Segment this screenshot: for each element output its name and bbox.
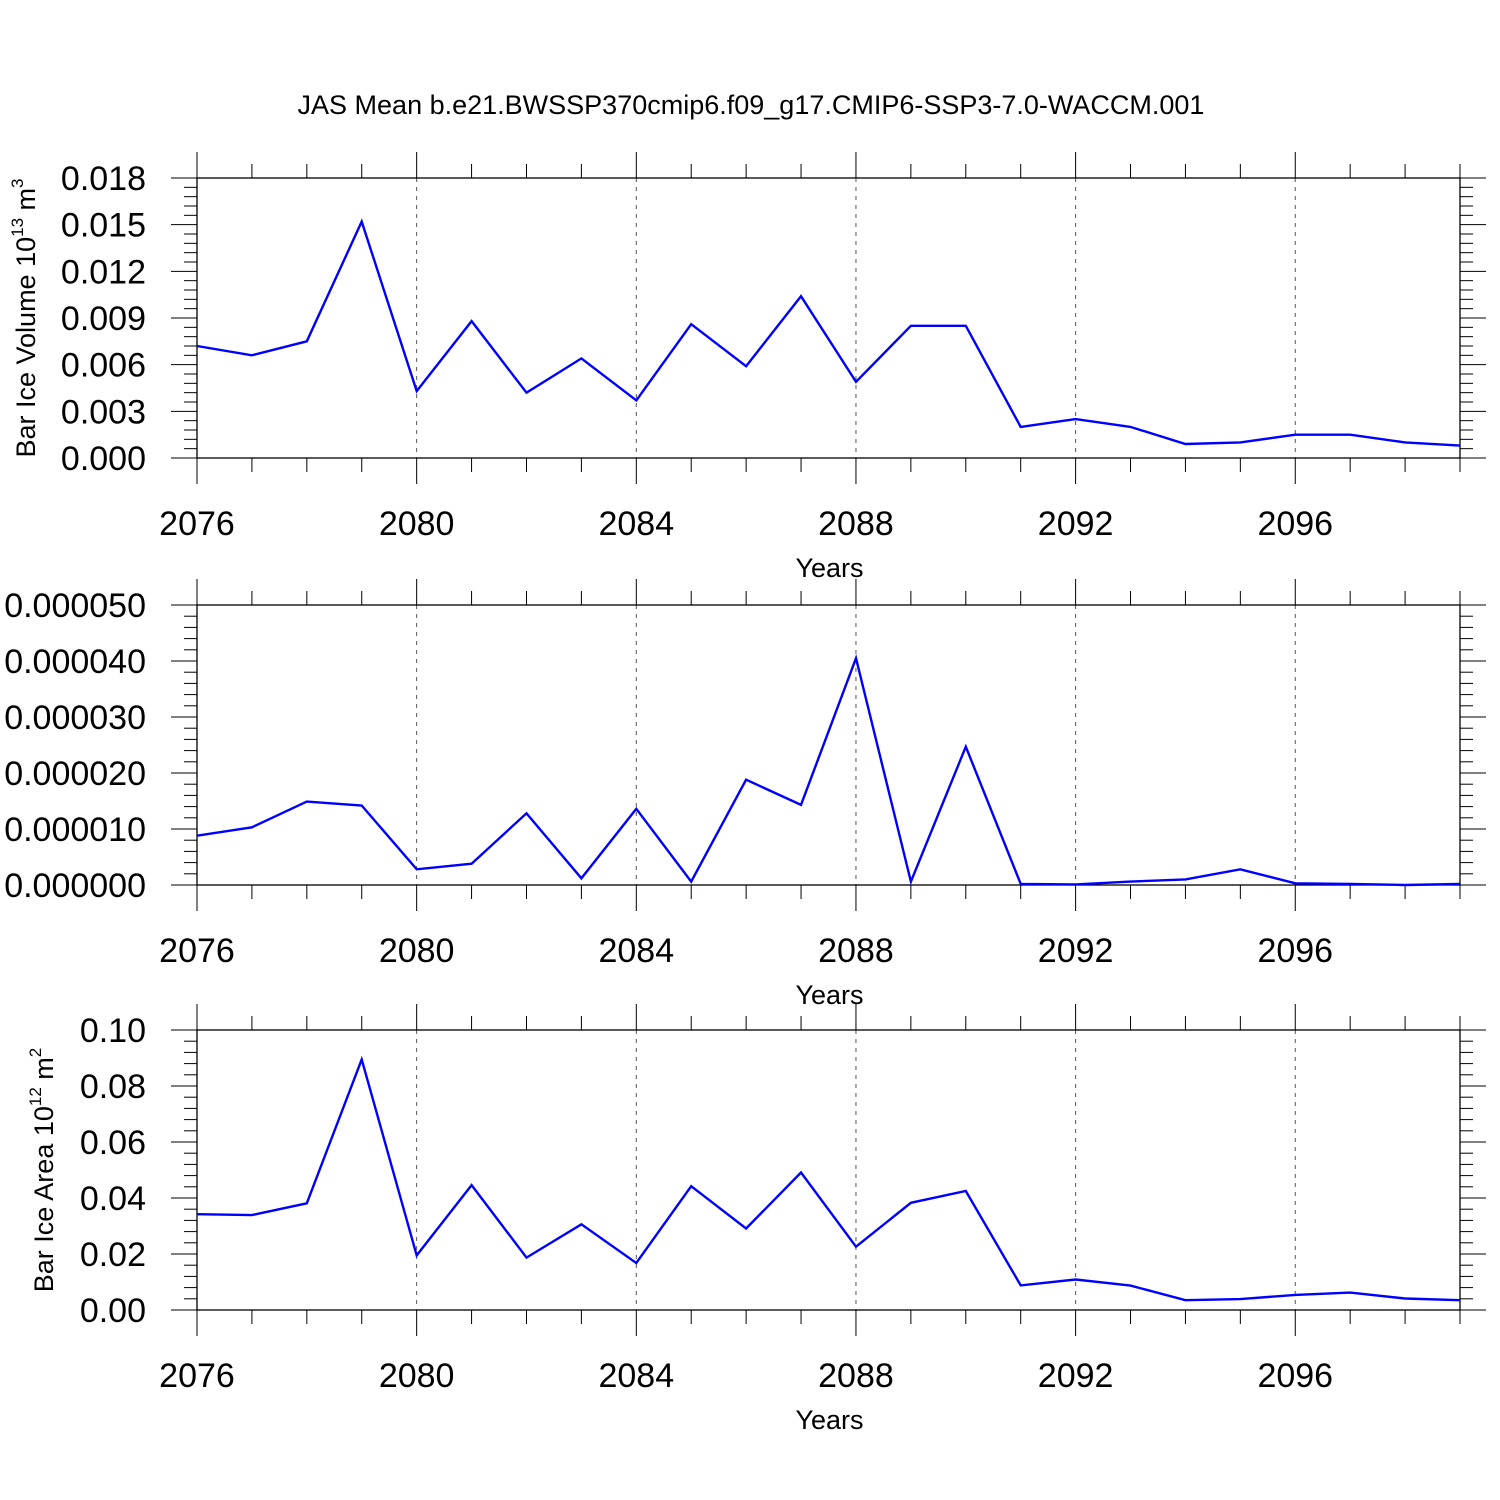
x-tick-label: 2096	[1257, 932, 1333, 970]
series-line	[196, 218, 1461, 447]
y-tick-label: 0.006	[61, 347, 146, 385]
y-tick-label: 0.000010	[4, 811, 146, 849]
y-tick-label: 0.06	[80, 1124, 146, 1162]
y-tick-label: 0.08	[80, 1068, 146, 1106]
y-tick-label: 0.015	[61, 207, 146, 245]
figure-title: JAS Mean b.e21.BWSSP370cmip6.f09_g17.CMI…	[298, 90, 1205, 120]
x-axis-label: Years	[795, 980, 863, 1010]
y-tick-label: 0.000020	[4, 755, 146, 793]
plot-frame	[196, 1029, 1461, 1311]
plot-frame	[196, 177, 1461, 459]
x-tick-label: 2092	[1038, 1357, 1114, 1395]
x-tick-label: 2088	[818, 932, 894, 970]
chart-panel-2: 2076 2080 2084 2088 2092 2096 0.000000 0.000010…	[4, 579, 1486, 1010]
x-tick-label: 2080	[379, 1357, 455, 1395]
y-tick-label: 0.000040	[4, 643, 146, 681]
x-tick-label: 2076	[159, 1357, 235, 1395]
x-tick-label: 2080	[379, 932, 455, 970]
x-tick-label: 2076	[159, 505, 235, 543]
y-tick-label: 0.00	[80, 1292, 146, 1330]
x-tick-label: 2076	[159, 932, 235, 970]
x-axis-label: Years	[795, 1405, 863, 1435]
x-tick-label: 2092	[1038, 932, 1114, 970]
x-tick-label: 2092	[1038, 505, 1114, 543]
y-tick-label: 0.000000	[4, 867, 146, 905]
y-tick-label: 0.10	[80, 1012, 146, 1050]
y-tick-label: 0.012	[61, 253, 146, 291]
y-tick-label: 0.018	[61, 160, 146, 198]
y-axis-label: Bar Ice Area 1012 m2	[26, 1048, 59, 1293]
x-tick-label: 2084	[598, 1357, 674, 1395]
y-tick-label: 0.02	[80, 1236, 146, 1274]
y-tick-label: 0.009	[61, 300, 146, 338]
x-tick-label: 2088	[818, 1357, 894, 1395]
chart-panel-1: 2076 2080 2084 2088 2092 2096 0.000 0.003 0.006 0…	[8, 152, 1486, 583]
x-tick-label: 2096	[1257, 505, 1333, 543]
y-tick-label: 0.04	[80, 1180, 146, 1218]
x-tick-label: 2084	[598, 505, 674, 543]
x-tick-label: 2088	[818, 505, 894, 543]
y-axis-label: Bar Ice Volume 1013 m3	[8, 178, 41, 457]
series-line	[196, 654, 1461, 887]
x-axis-label: Years	[795, 553, 863, 583]
y-tick-label: 0.000030	[4, 699, 146, 737]
y-tick-label: 0.000	[61, 440, 146, 478]
x-tick-label: 2084	[598, 932, 674, 970]
series-line	[196, 1055, 1461, 1302]
y-tick-label: 0.000050	[4, 587, 146, 625]
plot-frame	[196, 604, 1461, 886]
chart-panel-3: 2076 2080 2084 2088 2092 2096 0.00 0.02 0.04 0.06…	[26, 1004, 1486, 1435]
y-tick-label: 0.003	[61, 393, 146, 431]
x-tick-label: 2080	[379, 505, 455, 543]
x-tick-label: 2096	[1257, 1357, 1333, 1395]
